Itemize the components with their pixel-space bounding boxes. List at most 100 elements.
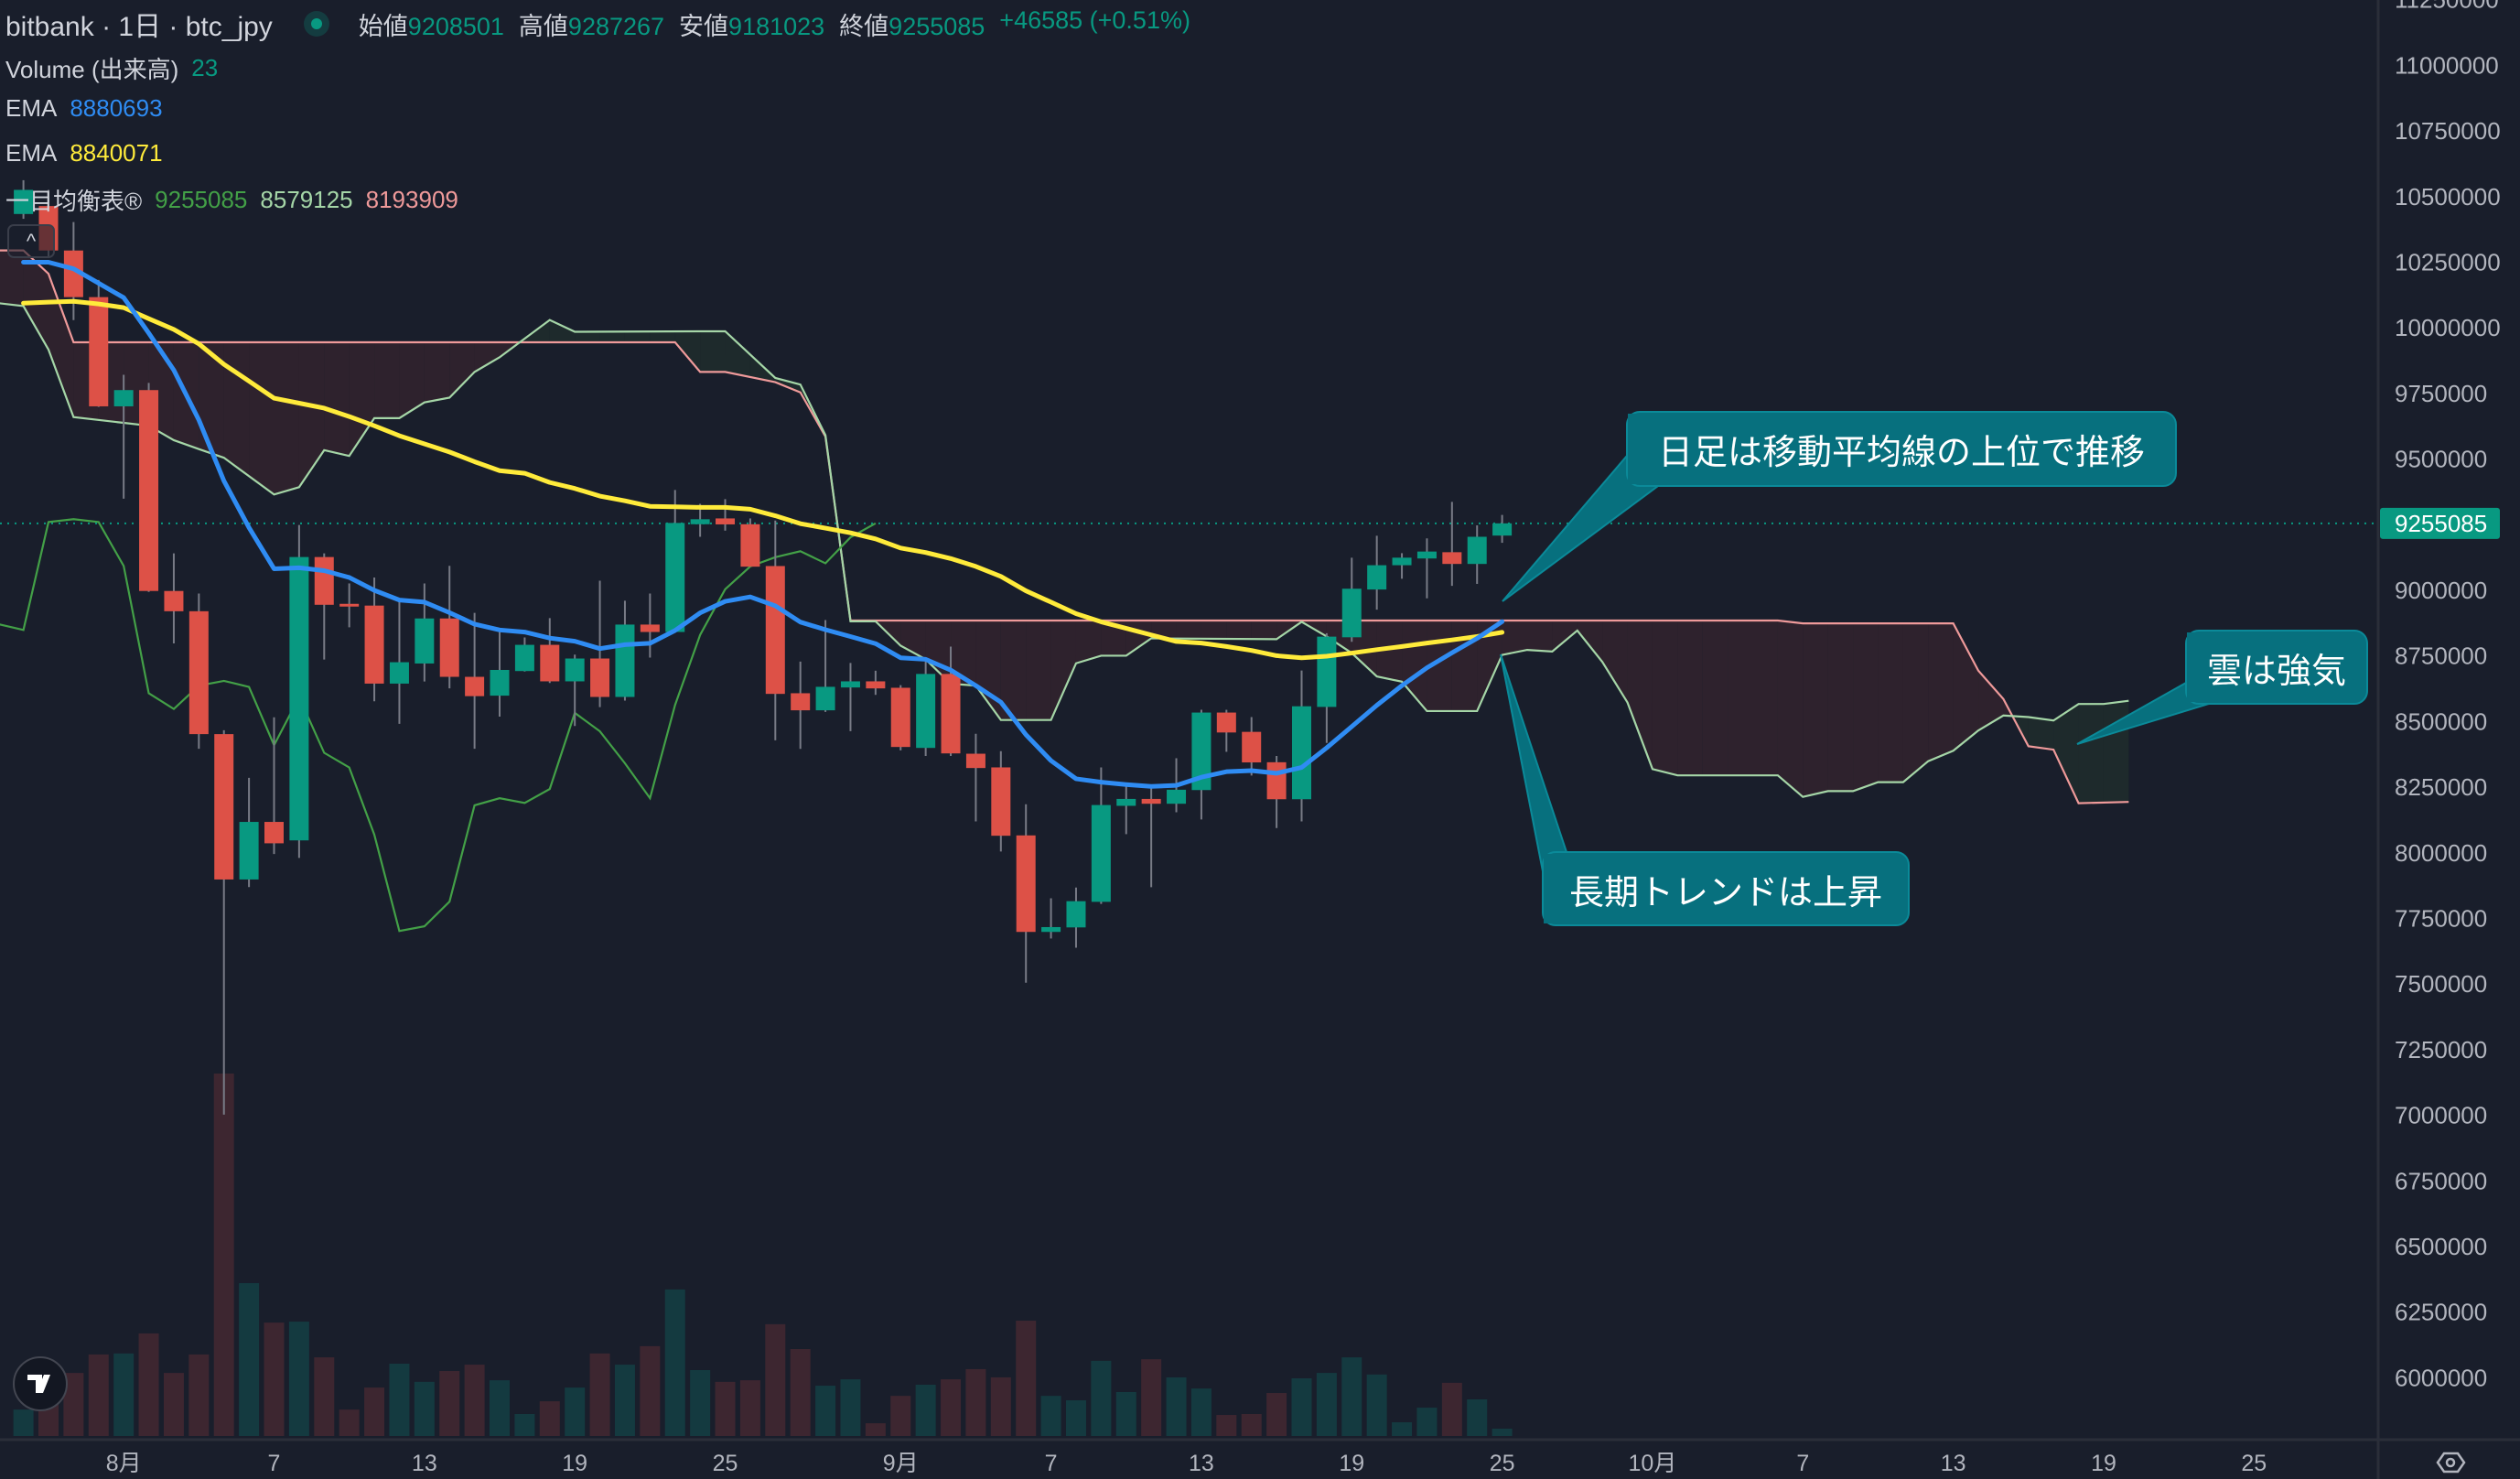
legend-ichimoku[interactable]: 一目均衡表® 9255085 8579125 8193909 [5, 183, 458, 217]
collapse-legend-button[interactable]: ^ [7, 224, 55, 258]
volume-bar [539, 1401, 560, 1436]
callout-box[interactable] [1542, 851, 1910, 926]
symbol-title[interactable]: bitbank · 1日 · btc_jpy [5, 12, 273, 42]
high-value: 9287267 [567, 12, 665, 40]
volume-bar [88, 1354, 109, 1436]
symbol-header: bitbank · 1日 · btc_jpy 始値9208501 高値92872… [5, 4, 1190, 44]
candle-down [439, 618, 459, 677]
price-tick-label: 6250000 [2395, 1299, 2487, 1326]
volume-bar [815, 1386, 836, 1436]
cloud-segment [951, 620, 976, 686]
price-tick-label: 9000000 [2395, 577, 2487, 604]
cloud-segment [725, 330, 750, 377]
cloud-segment [900, 620, 926, 660]
callout-pointer [1500, 653, 1568, 873]
candle-up [1116, 798, 1136, 806]
legend-ema-slow[interactable]: EMA 8840071 [5, 139, 163, 167]
candle-up [1191, 712, 1212, 791]
volume-bar [565, 1387, 586, 1436]
annotation-long-trend[interactable]: 長期トレンドは上昇 [1568, 873, 1882, 912]
candle-down [1266, 761, 1287, 800]
candle-up [514, 644, 534, 672]
volume-bar [664, 1289, 685, 1436]
volume-bar [188, 1354, 210, 1436]
candle-down [890, 687, 910, 748]
volume-bar [13, 1409, 34, 1436]
cloud-segment [1752, 620, 1778, 776]
annotation-cloud[interactable]: 雲は強気 [2206, 652, 2346, 691]
time-tick-label: 25 [713, 1451, 738, 1476]
volume-bar [1316, 1373, 1337, 1436]
cloud-segment [599, 331, 625, 342]
volume-value: 23 [191, 54, 219, 81]
market-status-icon [303, 11, 329, 37]
callout-joint [1628, 414, 1664, 484]
cloud-segment [1251, 620, 1277, 640]
legend-volume[interactable]: Volume (出来高) 23 [5, 51, 218, 85]
volume-bar [1392, 1422, 1413, 1436]
cloud-segment [549, 319, 576, 342]
volume-bar [1065, 1400, 1086, 1436]
cloud-segment [2053, 704, 2079, 804]
cloud-segment [2103, 700, 2129, 803]
cloud-segment [1026, 620, 1051, 720]
cloud-segment [624, 331, 651, 342]
callout-box[interactable] [1626, 411, 2177, 487]
tradingview-logo[interactable] [13, 1356, 68, 1411]
cloud-segment [674, 331, 701, 372]
price-tick-label: 8750000 [2395, 642, 2487, 670]
candle-down [640, 624, 660, 632]
cloud-segment [1151, 620, 1177, 639]
volume-bar [138, 1333, 159, 1436]
callout-shapes [1500, 411, 2368, 926]
candle-up [815, 686, 835, 711]
candle-up [14, 189, 34, 214]
candle-up [1041, 926, 1061, 933]
ichimoku-lead-a-line [0, 302, 2129, 798]
volume-bar [1190, 1388, 1212, 1436]
cloud-segment [1125, 620, 1152, 656]
candle-down [791, 693, 811, 711]
time-tick-label: 13 [412, 1451, 437, 1476]
cloud-segment [1075, 620, 1102, 664]
cloud-segment [1853, 623, 1879, 792]
cloud-segment [424, 341, 450, 403]
cloud-segment [1777, 620, 1804, 797]
candle-down [63, 250, 83, 297]
cloud-segment [1652, 620, 1678, 776]
candle-up [1492, 523, 1513, 536]
settings-icon[interactable] [2436, 1452, 2466, 1474]
annotation-ma-position[interactable]: 日足は移動平均線の上位で推移 [1657, 434, 2145, 472]
ema-fast-label: EMA [5, 94, 58, 122]
chevron-up-icon: ^ [26, 229, 37, 253]
price-tick-label: 8500000 [2395, 707, 2487, 735]
volume-bar [213, 1073, 234, 1436]
volume-bar [1216, 1415, 1237, 1436]
candle-down [1242, 731, 1262, 763]
time-axis[interactable]: 8月 7 13 19 25 9月 7 13 19 25 10月 7 13 19 25 [106, 1451, 2267, 1476]
volume-bar [239, 1282, 260, 1436]
candle-down [1216, 712, 1236, 733]
time-tick-label: 19 [1339, 1451, 1364, 1476]
ema-fast-line [21, 260, 1505, 789]
legend-ema-fast[interactable]: EMA 8880693 [5, 94, 163, 123]
volume-bar [339, 1409, 360, 1436]
volume-bar [1366, 1374, 1387, 1436]
ohlc-values: 始値9208501 高値9287267 安値9181023 終値9255085 … [359, 6, 1190, 42]
volume-bar [1141, 1359, 1162, 1436]
cloud-segment [1827, 623, 1854, 792]
callout-box[interactable] [2185, 630, 2368, 705]
price-axis[interactable]: 11250000 11000000 10750000 10500000 10250000… [2380, 0, 2501, 1391]
cloud-segment [349, 341, 375, 457]
candle-up [1367, 565, 1387, 590]
volume-bar [1016, 1321, 1037, 1436]
volume-bar [314, 1357, 335, 1436]
volume-bar [63, 1373, 84, 1436]
volume-bar [1291, 1378, 1312, 1436]
change-value: +46585 (+0.51%) [999, 5, 1190, 34]
cloud-segment [575, 331, 600, 342]
cloud-segment [1577, 620, 1603, 663]
price-tick-label: 9750000 [2395, 380, 2487, 407]
